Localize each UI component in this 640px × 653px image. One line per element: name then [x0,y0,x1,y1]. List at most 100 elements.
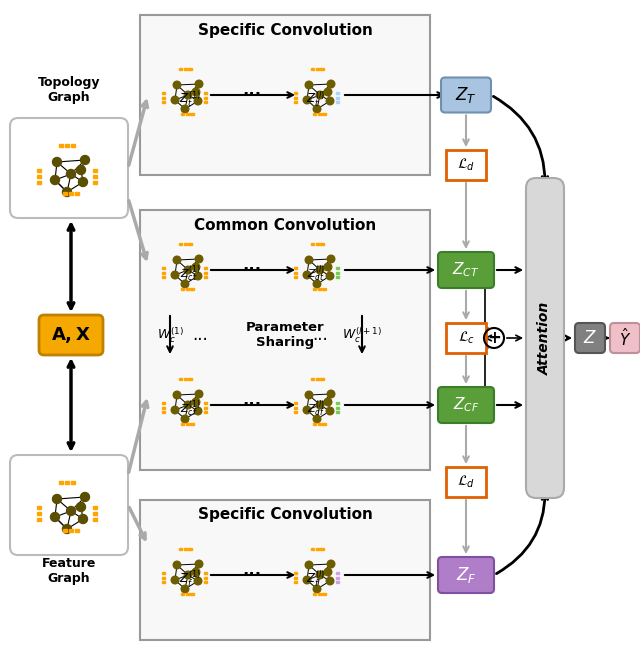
Circle shape [173,256,181,264]
Bar [140,210,430,470]
Bar [321,243,324,245]
Text: ···: ··· [243,566,262,584]
FancyBboxPatch shape [575,323,605,353]
Bar [446,467,486,497]
Circle shape [63,524,72,534]
Circle shape [52,157,61,167]
Circle shape [63,187,72,197]
Circle shape [326,407,334,415]
Bar [336,402,339,404]
Bar [313,113,316,115]
Bar [323,593,326,595]
Bar [294,272,297,274]
Bar [323,423,326,425]
Bar [93,506,97,509]
Bar [294,572,297,574]
Bar [186,423,189,425]
Bar [336,411,339,413]
Circle shape [172,271,179,279]
Bar [336,101,339,103]
Circle shape [194,407,202,415]
Circle shape [194,97,202,104]
Bar [204,101,207,103]
Bar [313,593,316,595]
Bar [317,593,321,595]
Bar [63,192,67,195]
FancyBboxPatch shape [438,252,494,288]
Bar [181,288,184,290]
Bar [162,267,165,269]
Bar [316,548,319,550]
Circle shape [324,263,332,271]
Bar [321,548,324,550]
Bar [184,68,187,70]
Text: $\hat{Y}$: $\hat{Y}$ [619,327,631,349]
Circle shape [52,494,61,503]
Bar [311,548,314,550]
Circle shape [316,266,324,274]
Circle shape [313,105,321,113]
Bar [71,481,75,484]
Bar [65,144,69,147]
Bar [162,92,165,94]
Circle shape [67,507,76,515]
Bar [162,407,165,409]
Bar [316,243,319,245]
Text: $Z_{cf}^{(1)}$: $Z_{cf}^{(1)}$ [179,398,200,419]
Bar [188,243,191,245]
Bar [311,68,314,70]
Bar [75,192,79,195]
Bar [294,101,297,103]
Bar [186,113,189,115]
Bar [63,529,67,532]
Bar [204,97,207,99]
Text: $Z_t^{(l)}$: $Z_t^{(l)}$ [307,89,326,109]
Circle shape [192,88,200,96]
Bar [336,272,339,274]
Circle shape [172,576,179,584]
Text: $Z_{ct}^{(l)}$: $Z_{ct}^{(l)}$ [307,264,325,285]
Bar [59,144,63,147]
Bar [316,378,319,380]
Circle shape [67,170,76,178]
Bar [204,577,207,579]
Text: $Z$: $Z$ [583,329,597,347]
Bar [323,288,326,290]
Bar [336,407,339,409]
Bar [181,423,184,425]
Bar [191,423,193,425]
Bar [336,572,339,574]
Circle shape [181,585,189,593]
Circle shape [305,391,313,399]
Bar [181,593,184,595]
Text: $\mathcal{L}_d$: $\mathcal{L}_d$ [457,474,475,490]
Circle shape [81,492,90,502]
Circle shape [316,91,324,99]
Bar [311,378,314,380]
Bar [65,481,69,484]
Bar [93,518,97,520]
Circle shape [305,561,313,569]
Bar [162,101,165,103]
Bar [204,272,207,274]
Bar [162,97,165,99]
Bar [336,276,339,278]
Circle shape [173,81,181,89]
Circle shape [327,390,335,398]
Circle shape [172,96,179,104]
Bar [204,267,207,269]
Bar [313,288,316,290]
Circle shape [303,576,311,584]
Bar [162,577,165,579]
Bar [191,593,193,595]
Text: $Z_f^{(1)}$: $Z_f^{(1)}$ [179,569,201,589]
Bar [336,267,339,269]
Bar [316,68,319,70]
Text: Common Convolution: Common Convolution [194,217,376,232]
Bar [59,481,63,484]
Bar [294,577,297,579]
Bar [294,267,297,269]
Bar [71,144,75,147]
Bar [184,548,187,550]
Bar [162,572,165,574]
